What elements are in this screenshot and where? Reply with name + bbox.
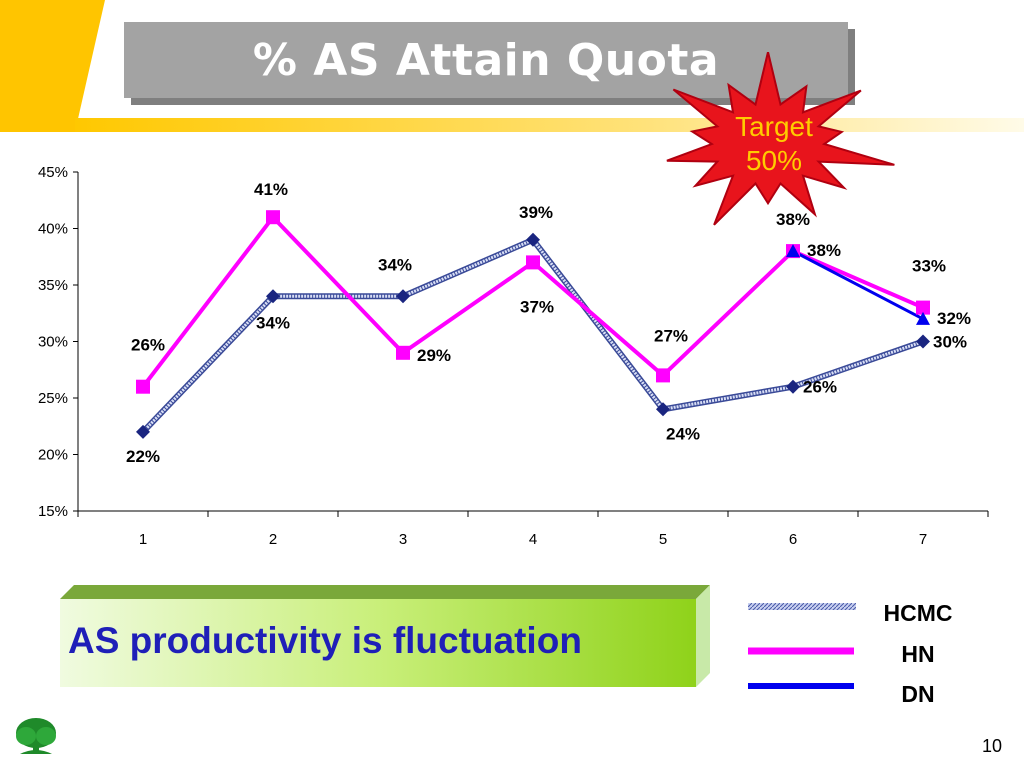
data-label-hcmc: 26% (803, 378, 837, 397)
data-label-hn: 37% (520, 297, 554, 316)
data-label-hn: 33% (912, 257, 946, 276)
data-label-hn: 41% (254, 180, 288, 199)
data-label-hcmc: 30% (933, 333, 967, 352)
tree-logo-icon (16, 718, 56, 754)
point-hcmc (786, 379, 800, 394)
legend (748, 603, 856, 689)
y-tick-label: 35% (38, 277, 68, 294)
legend-label-hn: HN (901, 641, 935, 667)
point-hn (916, 300, 930, 315)
point-hcmc (916, 334, 930, 349)
page-number: 10 (981, 736, 1002, 756)
x-tick-label: 7 (919, 531, 927, 548)
y-tick-label: 20% (38, 447, 68, 464)
banner-right-bevel (696, 585, 710, 687)
y-tick-label: 25% (38, 390, 68, 407)
point-hn (136, 379, 150, 394)
data-label-hcmc: 22% (126, 447, 160, 466)
x-tick-label: 1 (139, 531, 147, 548)
legend-label-hcmc: HCMC (883, 600, 953, 626)
data-label-hn: 29% (417, 346, 451, 365)
x-tick-label: 5 (659, 531, 667, 548)
y-tick-label: 15% (38, 503, 68, 520)
series-line-dn (792, 249, 924, 321)
data-label-hn: 38% (776, 210, 810, 229)
title-box: % AS Attain Quota (124, 22, 848, 98)
line-chart: 15% 20% 25% 30% 35% 40% 45% 1 2 3 4 5 6 7 22% 34% 34% 39… (38, 164, 989, 548)
data-label-dn: 38% (807, 241, 841, 260)
data-label-hcmc: 24% (666, 424, 700, 443)
target-starburst (666, 52, 895, 226)
x-tick-label: 4 (529, 531, 537, 548)
page-title: % AS Attain Quota (252, 34, 720, 86)
point-hcmc (266, 289, 280, 304)
banner-face (60, 599, 696, 687)
y-tick-label: 30% (38, 334, 68, 351)
target-label: Target 50% (724, 110, 824, 178)
starburst-shape (666, 52, 895, 226)
chart-data-labels: 22% 34% 34% 39% 24% 26% 30% 26% 41% 29% 37% 27% 38% 3… (126, 180, 971, 466)
data-label-hcmc: 34% (256, 313, 290, 332)
point-dn (916, 311, 930, 325)
point-hn (656, 368, 670, 383)
data-label-hn: 27% (654, 326, 688, 345)
point-hn (526, 255, 540, 270)
x-tick-label: 6 (789, 531, 797, 548)
x-tick-label: 2 (269, 531, 277, 548)
point-hn (266, 210, 280, 225)
chart-axes: 15% 20% 25% 30% 35% 40% 45% 1 2 3 4 5 6 7 (38, 164, 989, 548)
x-tick-label: 3 (399, 531, 407, 548)
point-hn (396, 345, 410, 360)
banner-text: AS productivity is fluctuation (68, 620, 582, 661)
target-label-line1: Target (735, 111, 813, 142)
y-tick-label: 45% (38, 164, 68, 181)
point-hcmc (396, 289, 410, 304)
y-tick-label: 40% (38, 221, 68, 238)
gold-corner-shape (0, 0, 105, 132)
banner-top-bevel (60, 585, 710, 599)
data-label-hcmc: 34% (378, 255, 412, 274)
point-hcmc (136, 424, 150, 439)
data-label-hn: 26% (131, 336, 165, 355)
point-hcmc (526, 232, 540, 247)
data-label-dn: 32% (937, 309, 971, 328)
conclusion-banner (60, 585, 710, 687)
legend-label-dn: DN (901, 681, 935, 707)
chart-series (136, 210, 930, 439)
target-value: 50% (745, 145, 803, 176)
legend-swatch-hcmc (748, 603, 856, 610)
point-hcmc (656, 402, 670, 417)
data-label-hcmc: 39% (519, 203, 553, 222)
point-dn (786, 244, 800, 258)
